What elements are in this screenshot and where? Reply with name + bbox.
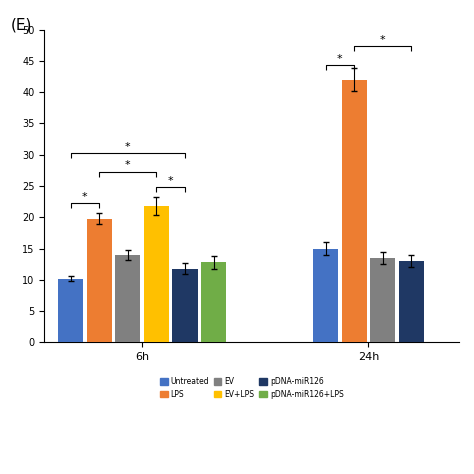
Text: *: * <box>125 142 131 152</box>
Text: *: * <box>337 54 343 64</box>
Text: *: * <box>380 35 385 45</box>
Text: *: * <box>168 176 173 186</box>
Bar <box>87 219 112 342</box>
Text: (E): (E) <box>11 17 33 32</box>
Bar <box>58 279 83 342</box>
Text: *: * <box>125 160 131 170</box>
Bar <box>173 269 198 342</box>
Bar <box>342 80 367 342</box>
Text: *: * <box>82 191 88 201</box>
Bar <box>115 255 140 342</box>
Bar <box>399 261 424 342</box>
Bar <box>144 206 169 342</box>
Bar <box>201 262 226 342</box>
Bar <box>370 258 395 342</box>
Legend: Untreated, LPS, EV, EV+LPS, pDNA-miR126, pDNA-miR126+LPS: Untreated, LPS, EV, EV+LPS, pDNA-miR126,… <box>157 375 346 401</box>
Bar <box>313 248 338 342</box>
